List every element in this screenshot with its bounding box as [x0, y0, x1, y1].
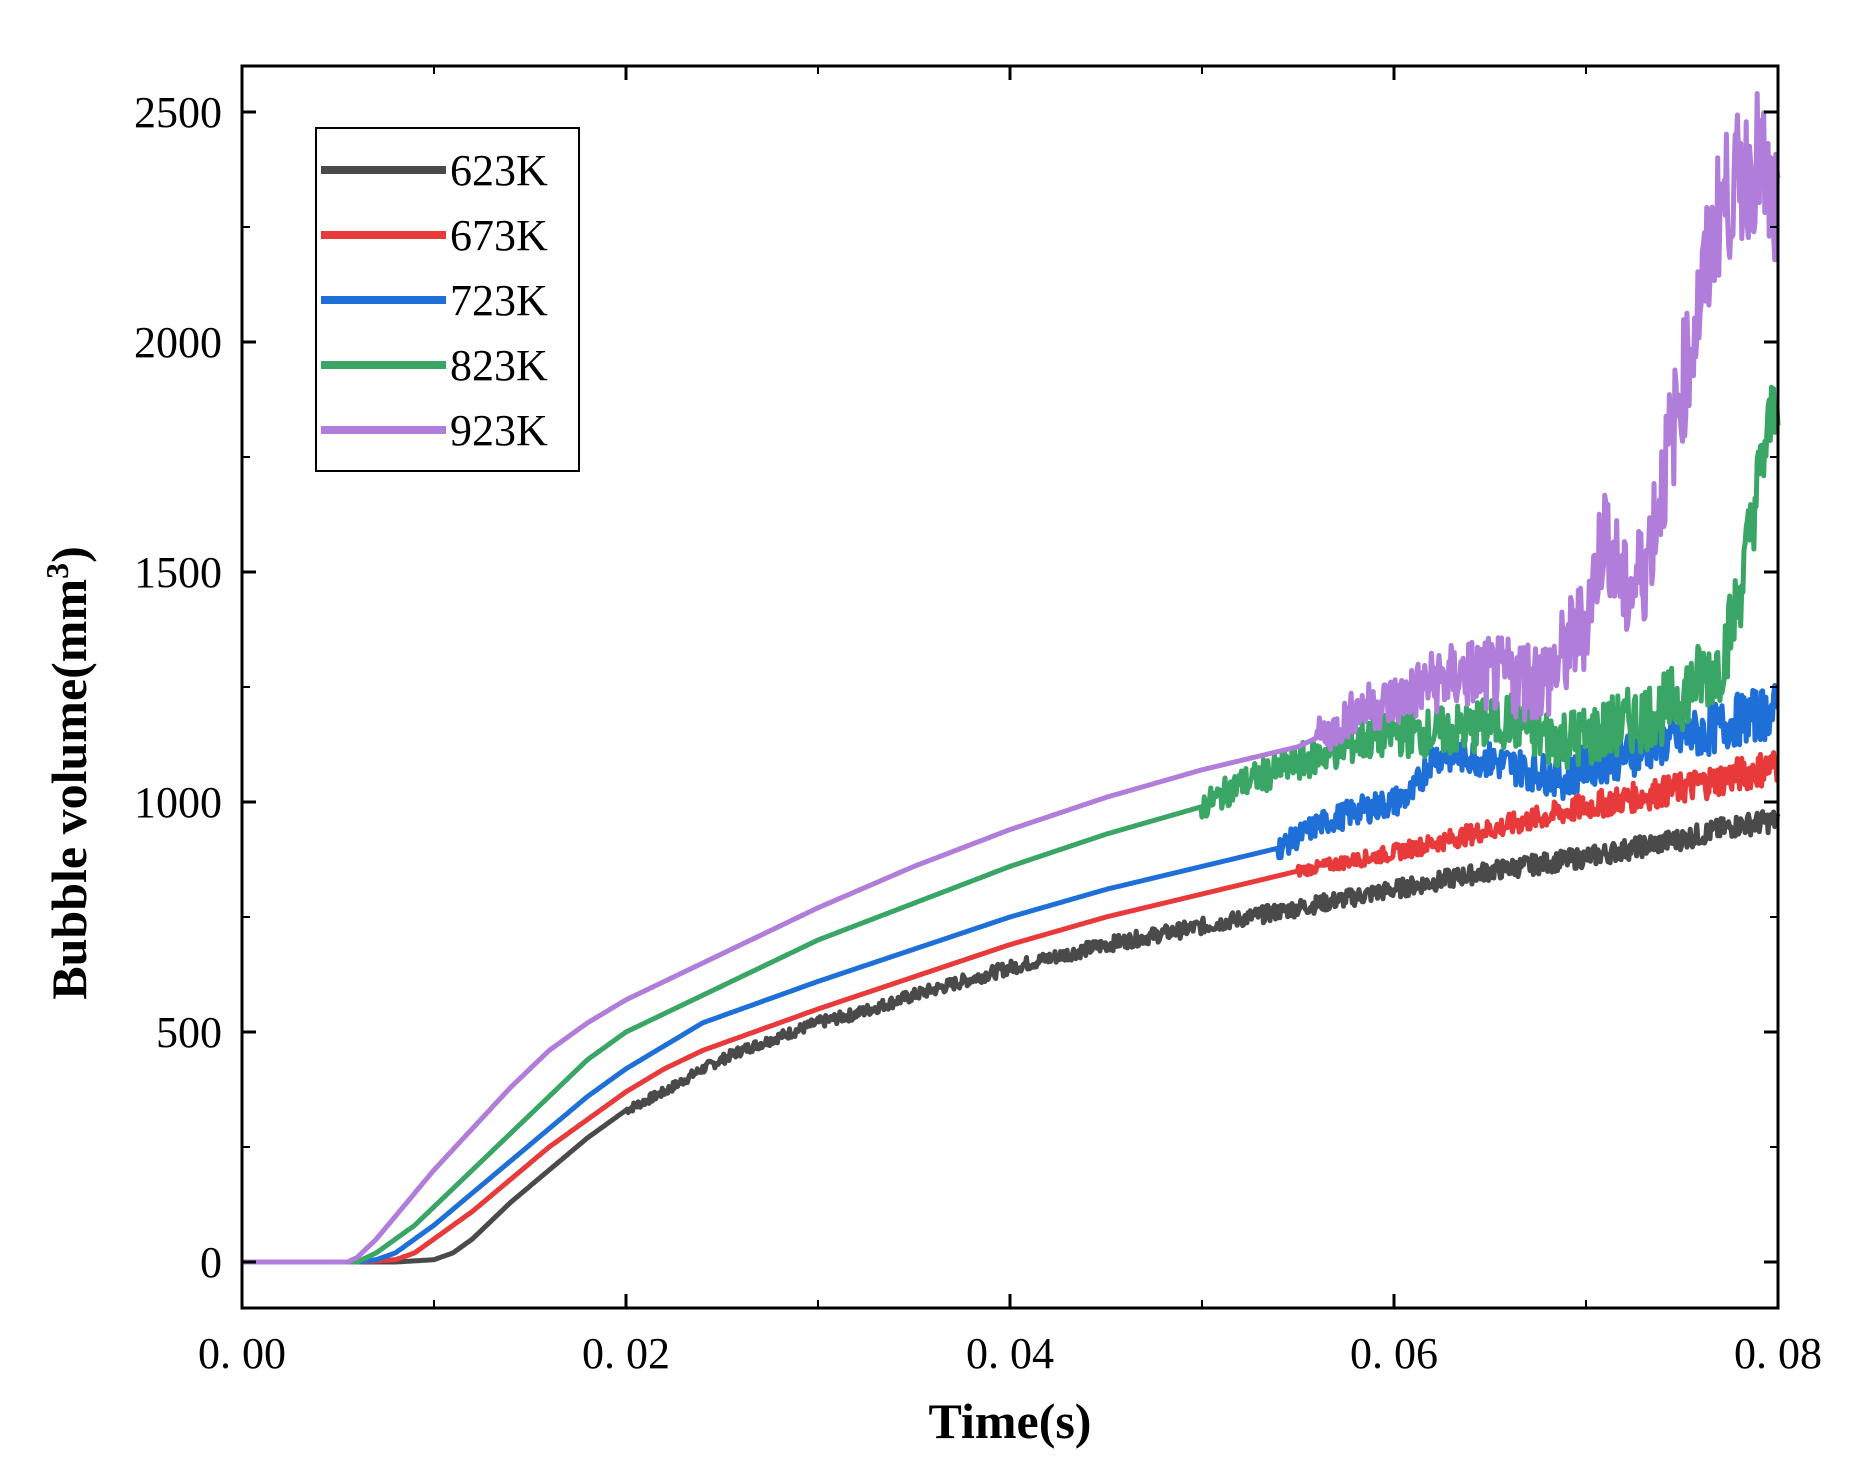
series-line-723K — [240, 683, 1780, 1265]
y-axis-title: Bubble volume(mm3) — [39, 546, 97, 1000]
legend-label: 673K — [450, 211, 548, 260]
y-axis-title-close: ) — [41, 546, 97, 563]
legend-label: 923K — [450, 406, 548, 455]
x-tick-label: 0. 02 — [582, 1329, 670, 1378]
series-line-623K — [240, 809, 1781, 1265]
legend-label: 723K — [450, 276, 548, 325]
series-line-823K — [240, 384, 1781, 1265]
y-tick-label: 2500 — [134, 88, 222, 137]
series-line-923K — [240, 91, 1781, 1265]
legend: 623K 673K 723K 823K 923K — [315, 127, 580, 472]
y-tick-label: 1000 — [134, 778, 222, 827]
x-axis-title: Time(s) — [929, 1393, 1092, 1449]
y-tick-label: 2000 — [134, 318, 222, 367]
x-tick-label: 0. 08 — [1734, 1329, 1822, 1378]
legend-label: 823K — [450, 341, 548, 390]
y-axis-title-main: Bubble volume(mm — [41, 579, 97, 1000]
ticks-layer: 0. 00 0. 02 0. 04 0. 06 0. 08 0 500 1000 1500 200… — [134, 66, 1822, 1378]
x-tick-label: 0. 04 — [966, 1329, 1054, 1378]
legend-label: 623K — [450, 146, 548, 195]
y-tick-label: 500 — [156, 1008, 222, 1057]
series-layer — [240, 91, 1781, 1265]
series-line-673K — [240, 750, 1780, 1265]
y-axis-title-sup: 3 — [39, 563, 75, 579]
x-tick-label: 0. 06 — [1350, 1329, 1438, 1378]
y-tick-label: 1500 — [134, 548, 222, 597]
y-tick-label: 0 — [200, 1238, 222, 1287]
x-tick-label: 0. 00 — [198, 1329, 286, 1378]
